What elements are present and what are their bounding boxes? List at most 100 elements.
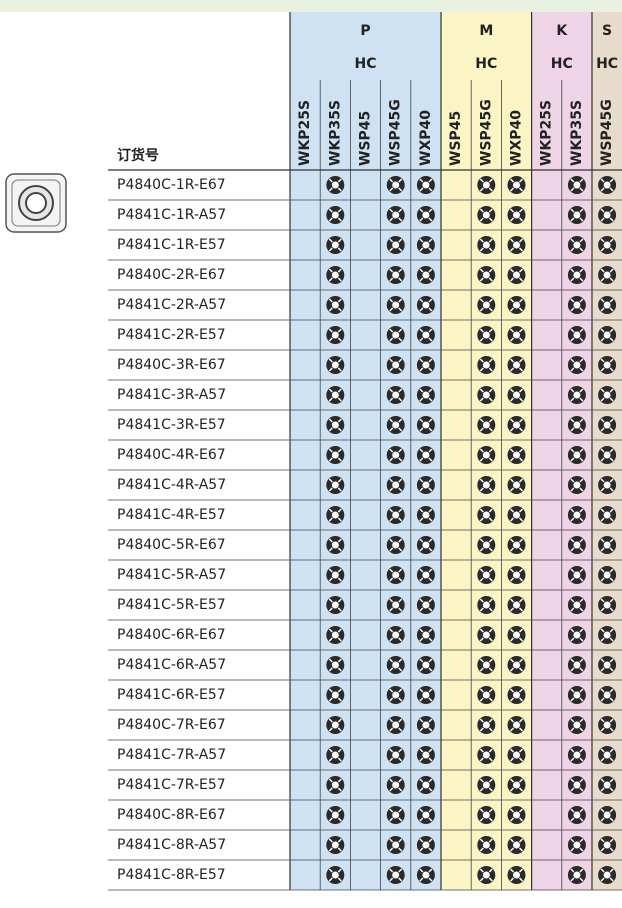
- icon-center: [513, 451, 520, 459]
- icon-center: [513, 691, 520, 699]
- icon-detail: [328, 718, 342, 732]
- icon-center: [392, 481, 400, 489]
- stock-icon: [416, 626, 435, 644]
- icon-detail: [479, 208, 493, 222]
- icon-detail: [479, 538, 493, 552]
- icon-center: [603, 841, 611, 849]
- stock-icon: [598, 716, 617, 734]
- icon-center: [482, 541, 490, 549]
- icon-detail: [389, 838, 403, 852]
- icon-center: [482, 481, 490, 489]
- icon-detail: [570, 268, 584, 282]
- icon-detail: [600, 178, 614, 192]
- icon-center: [331, 511, 339, 519]
- icon-center: [331, 781, 339, 789]
- stock-icon: [598, 776, 617, 794]
- icon-center: [331, 541, 339, 549]
- stock-icon: [326, 656, 345, 674]
- icon-detail: [600, 658, 614, 672]
- icon-detail: [389, 178, 403, 192]
- icon-center: [603, 511, 611, 519]
- icon-detail: [328, 688, 342, 702]
- icon-center: [422, 481, 430, 489]
- icon-detail: [509, 808, 524, 822]
- stock-icon: [386, 356, 405, 374]
- icon-detail: [479, 358, 493, 372]
- icon-detail: [570, 808, 584, 822]
- icon-detail: [570, 778, 584, 792]
- icon-detail: [389, 658, 403, 672]
- icon-detail: [600, 268, 614, 282]
- icon-center: [482, 271, 490, 279]
- stock-icon: [567, 626, 586, 644]
- icon-detail: [419, 298, 433, 312]
- icon-center: [482, 391, 490, 399]
- icon-detail: [328, 658, 342, 672]
- stock-icon: [507, 356, 526, 374]
- icon-center: [573, 571, 581, 579]
- icon-center: [392, 181, 400, 189]
- icon-detail: [600, 598, 614, 612]
- icon-center: [422, 871, 430, 879]
- icon-detail: [479, 688, 493, 702]
- icon-center: [422, 661, 430, 669]
- icon-center: [422, 391, 430, 399]
- icon-center: [603, 691, 611, 699]
- order-code: P4840C-8R-E67: [117, 807, 226, 823]
- icon-center: [331, 481, 339, 489]
- icon-detail: [419, 538, 433, 552]
- icon-detail: [479, 298, 493, 312]
- icon-center: [331, 571, 339, 579]
- icon-center: [392, 841, 400, 849]
- stock-icon: [326, 416, 345, 434]
- icon-detail: [570, 838, 584, 852]
- order-code: P4841C-2R-E57: [117, 327, 226, 343]
- stock-icon: [386, 836, 405, 854]
- icon-center: [603, 721, 611, 729]
- icon-detail: [419, 418, 433, 432]
- stock-icon: [416, 266, 435, 284]
- icon-detail: [570, 598, 584, 612]
- group-name: K: [556, 23, 568, 39]
- icon-detail: [509, 268, 524, 282]
- icon-detail: [328, 538, 342, 552]
- icon-detail: [509, 838, 524, 852]
- stock-icon: [386, 236, 405, 254]
- icon-detail: [479, 808, 493, 822]
- stock-icon: [386, 386, 405, 404]
- icon-center: [573, 691, 581, 699]
- icon-detail: [570, 718, 584, 732]
- stock-icon: [416, 416, 435, 434]
- stock-icon: [416, 776, 435, 794]
- stock-icon: [386, 206, 405, 224]
- icon-center: [422, 571, 430, 579]
- icon-detail: [328, 448, 342, 462]
- icon-center: [513, 601, 520, 609]
- stock-icon: [326, 806, 345, 824]
- icon-detail: [389, 208, 403, 222]
- stock-icon: [598, 596, 617, 614]
- icon-center: [513, 511, 520, 519]
- icon-center: [513, 811, 520, 819]
- icon-detail: [509, 508, 524, 522]
- icon-center: [513, 331, 520, 339]
- icon-center: [392, 751, 400, 759]
- icon-detail: [600, 448, 614, 462]
- stock-icon: [477, 356, 496, 374]
- stock-icon: [598, 536, 617, 554]
- stock-icon: [507, 386, 526, 404]
- icon-center: [331, 721, 339, 729]
- icon-center: [331, 751, 339, 759]
- icon-detail: [570, 568, 584, 582]
- stock-icon: [477, 416, 496, 434]
- stock-icon: [598, 806, 617, 824]
- icon-center: [603, 301, 611, 309]
- icon-center: [603, 571, 611, 579]
- icon-center: [331, 631, 339, 639]
- stock-icon: [598, 386, 617, 404]
- icon-center: [331, 841, 339, 849]
- stock-icon: [386, 326, 405, 344]
- order-code: P4840C-4R-E67: [117, 447, 226, 463]
- stock-icon: [598, 656, 617, 674]
- stock-icon: [598, 416, 617, 434]
